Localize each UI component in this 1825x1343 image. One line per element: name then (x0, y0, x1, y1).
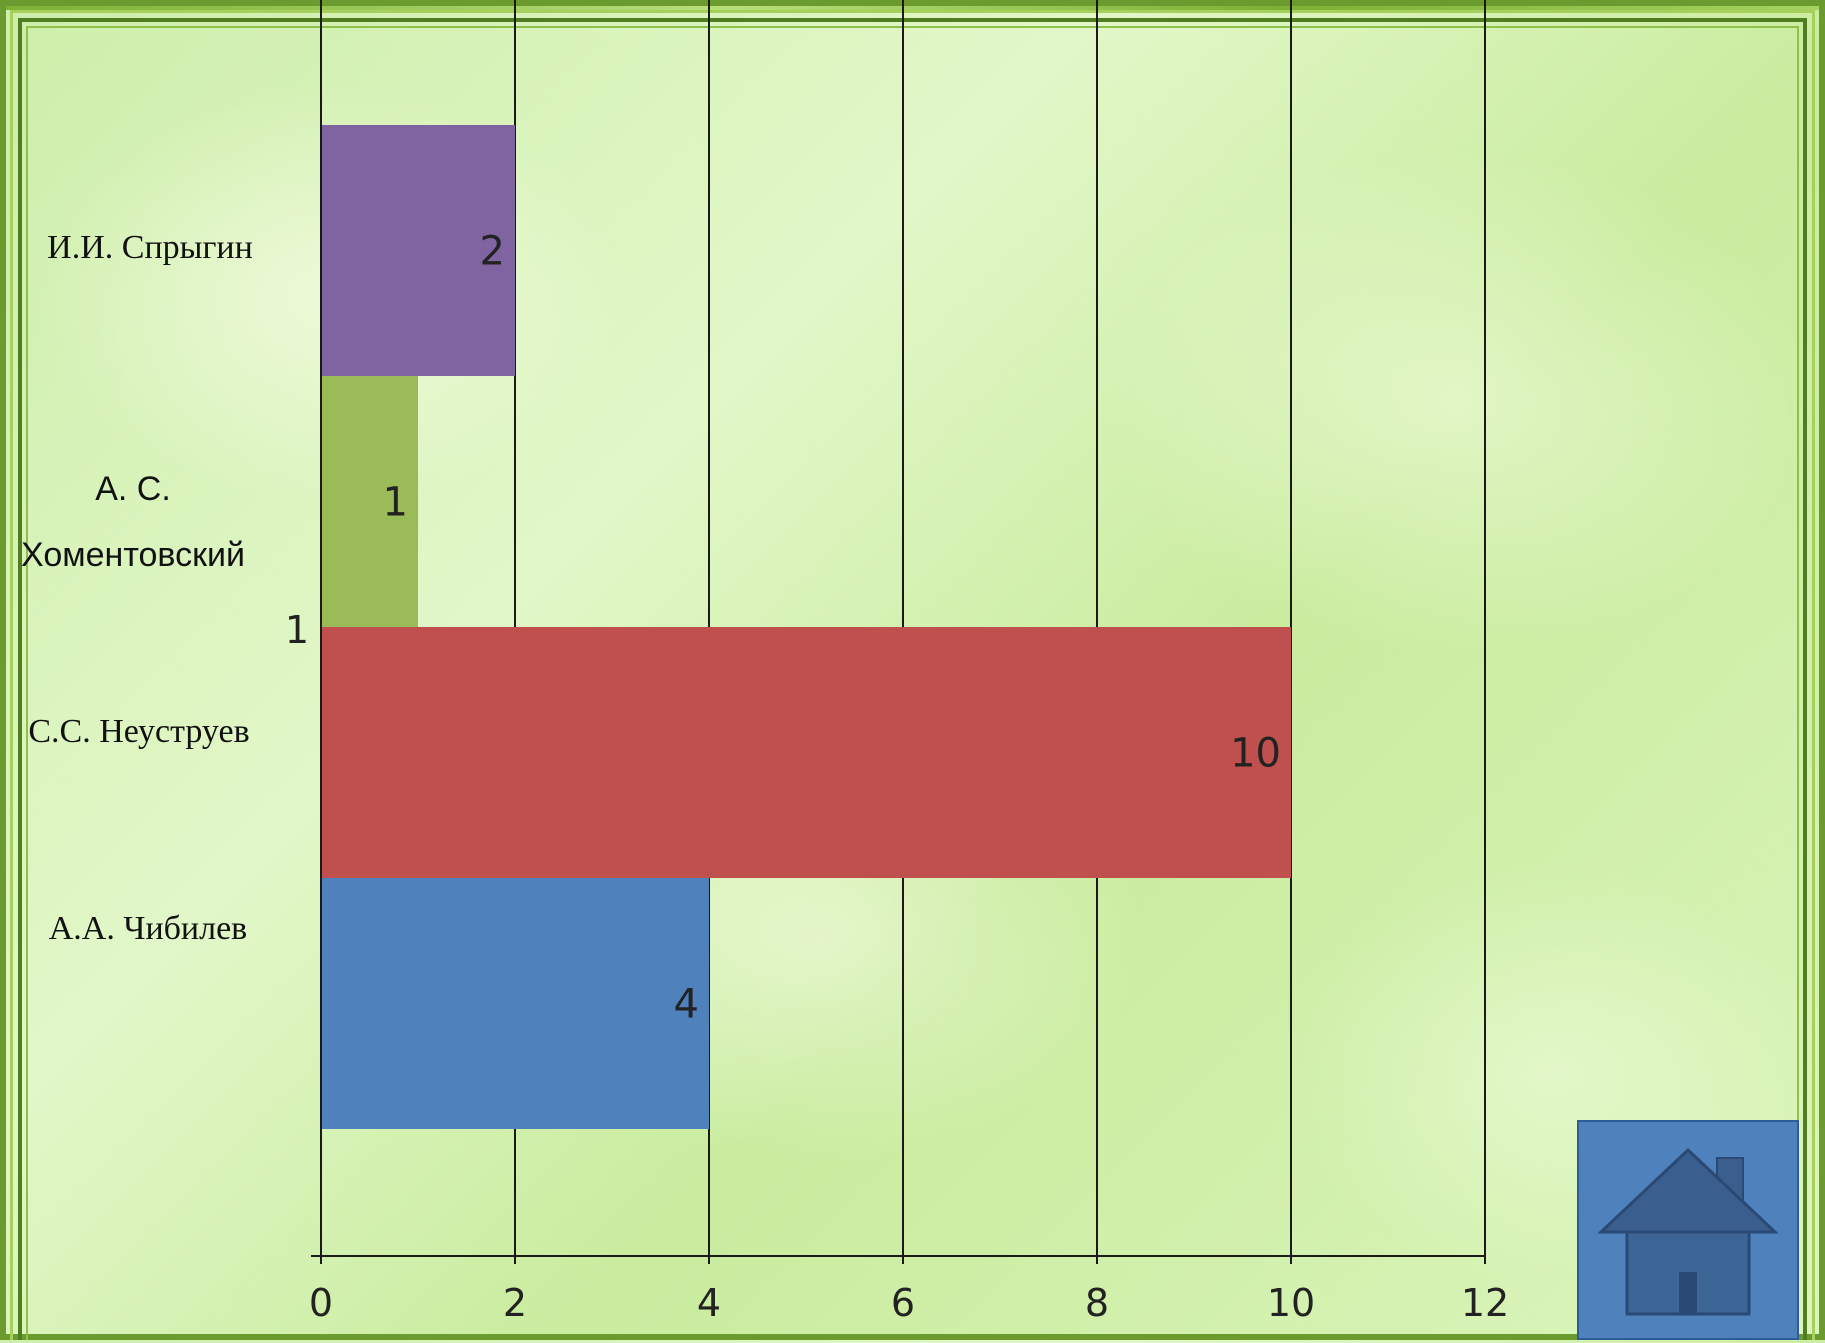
data-label: 4 (674, 982, 699, 1028)
data-label: 10 (1230, 731, 1281, 777)
tick-label: 8 (1085, 1281, 1109, 1325)
data-label: 1 (383, 480, 408, 526)
data-label: 2 (480, 229, 505, 275)
labels: 2 1 10 4 И.И. Спрыгин А. С. Хоментовский С.С. Н… (21, 229, 1281, 1028)
tick-label: 6 (891, 1281, 915, 1325)
category-label: А.А. Чибилев (49, 910, 248, 947)
category-label: Хоментовский (21, 536, 245, 574)
category-label: С.С. Неуструев (28, 713, 249, 750)
bars (321, 125, 1291, 1129)
bar (321, 125, 515, 376)
home-button[interactable] (1577, 1120, 1799, 1340)
tick-label: 0 (309, 1281, 333, 1325)
category-label: И.И. Спрыгин (47, 229, 253, 266)
tick-label: 2 (503, 1281, 527, 1325)
bar (321, 376, 418, 627)
category-label: А. С. (95, 470, 171, 508)
tick-label: 10 (1267, 1281, 1315, 1325)
bar (321, 878, 709, 1129)
x-axis: 0 2 4 6 8 10 12 (309, 0, 1509, 1325)
home-icon (1597, 1147, 1779, 1316)
bar (321, 627, 1291, 878)
tick-label: 12 (1461, 1281, 1509, 1325)
tick-label: 4 (697, 1281, 721, 1325)
axis-label-stray: 1 (285, 608, 309, 652)
